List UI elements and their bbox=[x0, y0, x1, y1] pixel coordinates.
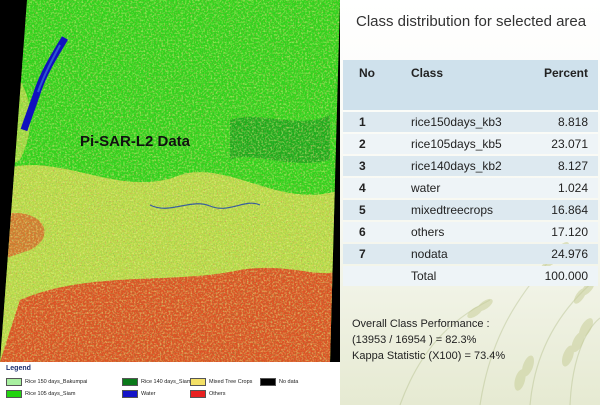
legend-swatch bbox=[122, 389, 138, 398]
rice-grain bbox=[573, 288, 587, 304]
rice-grain bbox=[521, 355, 535, 377]
river-highlight bbox=[37, 44, 61, 93]
legend-swatch bbox=[260, 377, 276, 386]
cell-class: nodata bbox=[406, 244, 540, 264]
legend-label: Water bbox=[141, 390, 156, 397]
column-header-class: Class bbox=[406, 60, 540, 110]
cell-class: rice105days_kb5 bbox=[406, 134, 540, 154]
panel-title: Class distribution for selected area bbox=[356, 13, 587, 30]
table-row: 1 rice150days_kb3 8.818 bbox=[343, 112, 598, 132]
legend-item-others: Others bbox=[190, 389, 226, 398]
stream-water bbox=[149, 202, 261, 209]
legend-item-rice150: Rice 150 days_Bakumpai bbox=[6, 377, 87, 386]
overall-performance-label: Overall Class Performance : bbox=[352, 318, 490, 330]
legend-swatch bbox=[6, 377, 22, 386]
legend-swatch bbox=[190, 377, 206, 386]
cell-no: 3 bbox=[343, 156, 407, 176]
table-row: 4 water 1.024 bbox=[343, 178, 598, 198]
legend-label: Rice 150 days_Bakumpai bbox=[25, 378, 88, 385]
legend-item-water: Water bbox=[122, 389, 155, 398]
class-distribution-table: No Class Percent 1 rice150days_kb3 8.818… bbox=[343, 58, 598, 288]
table-row: 5 mixedtreecrops 16.864 bbox=[343, 200, 598, 220]
legend-label: Rice 140 days_Siam bbox=[141, 378, 192, 385]
legend-item-rice140: Rice 140 days_Siam bbox=[122, 377, 191, 386]
kappa-statistic: Kappa Statistic (X100) = 73.4% bbox=[352, 350, 506, 362]
legend-swatch bbox=[6, 389, 22, 398]
classification-map bbox=[0, 0, 340, 362]
cell-no: 1 bbox=[343, 112, 407, 132]
map-title: Pi-SAR-L2 Data bbox=[80, 133, 191, 150]
class-distribution-panel: Class distribution for selected area No … bbox=[340, 0, 600, 405]
legend-swatch bbox=[190, 389, 206, 398]
column-header-no: No bbox=[343, 60, 407, 110]
cell-total-label: Total bbox=[406, 266, 540, 286]
cell-no: 4 bbox=[343, 178, 407, 198]
rice-stalk-line bbox=[569, 317, 600, 405]
cell-percent: 23.071 bbox=[539, 134, 598, 154]
performance-summary: Overall Class Performance : (13953 / 169… bbox=[352, 316, 505, 364]
cell-percent: 24.976 bbox=[539, 244, 598, 264]
legend-heading: Legend bbox=[6, 365, 31, 372]
cell-no: 5 bbox=[343, 200, 407, 220]
table-header-row: No Class Percent bbox=[343, 60, 598, 110]
texture-darkgreen bbox=[0, 0, 340, 362]
cell-percent: 8.818 bbox=[539, 112, 598, 132]
cell-percent: 17.120 bbox=[539, 222, 598, 242]
legend-label: Others bbox=[209, 390, 226, 397]
classification-map-panel: Pi-SAR-L2 Data bbox=[0, 0, 340, 362]
legend-label: Rice 105 days_Siam bbox=[25, 390, 76, 397]
table-row: 3 rice140days_kb2 8.127 bbox=[343, 156, 598, 176]
map-legend: Legend Rice 150 days_Bakumpai Rice 140 d… bbox=[4, 365, 340, 403]
legend-label: Mixed Tree Crops bbox=[209, 378, 253, 385]
cell-total-value: 100.000 bbox=[539, 266, 598, 286]
cell-percent: 8.127 bbox=[539, 156, 598, 176]
legend-item-no-data: No data bbox=[260, 377, 298, 386]
cell-no: 7 bbox=[343, 244, 407, 264]
legend-swatch bbox=[122, 377, 138, 386]
cell-no-empty bbox=[343, 266, 407, 286]
cell-no: 6 bbox=[343, 222, 407, 242]
legend-item-rice105: Rice 105 days_Siam bbox=[6, 389, 75, 398]
cell-percent: 1.024 bbox=[539, 178, 598, 198]
column-header-percent: Percent bbox=[539, 60, 598, 110]
cell-percent: 16.864 bbox=[539, 200, 598, 220]
cell-class: water bbox=[406, 178, 540, 198]
table-row: 2 rice105days_kb5 23.071 bbox=[343, 134, 598, 154]
table-row: 7 nodata 24.976 bbox=[343, 244, 598, 264]
cell-class: rice140days_kb2 bbox=[406, 156, 540, 176]
table-row: 6 others 17.120 bbox=[343, 222, 598, 242]
cell-class: rice150days_kb3 bbox=[406, 112, 540, 132]
cell-class: others bbox=[406, 222, 540, 242]
legend-item-mixed-tree-crops: Mixed Tree Crops bbox=[190, 377, 252, 386]
rice-grain bbox=[467, 305, 483, 319]
rice-stalk-line bbox=[529, 279, 596, 405]
rice-grain bbox=[561, 345, 575, 367]
table-total-row: Total 100.000 bbox=[343, 266, 598, 286]
rice-grain bbox=[579, 318, 593, 338]
cell-no: 2 bbox=[343, 134, 407, 154]
overall-performance-value: (13953 / 16954 ) = 82.3% bbox=[352, 334, 477, 346]
cell-class: mixedtreecrops bbox=[406, 200, 540, 220]
legend-label: No data bbox=[279, 378, 299, 385]
